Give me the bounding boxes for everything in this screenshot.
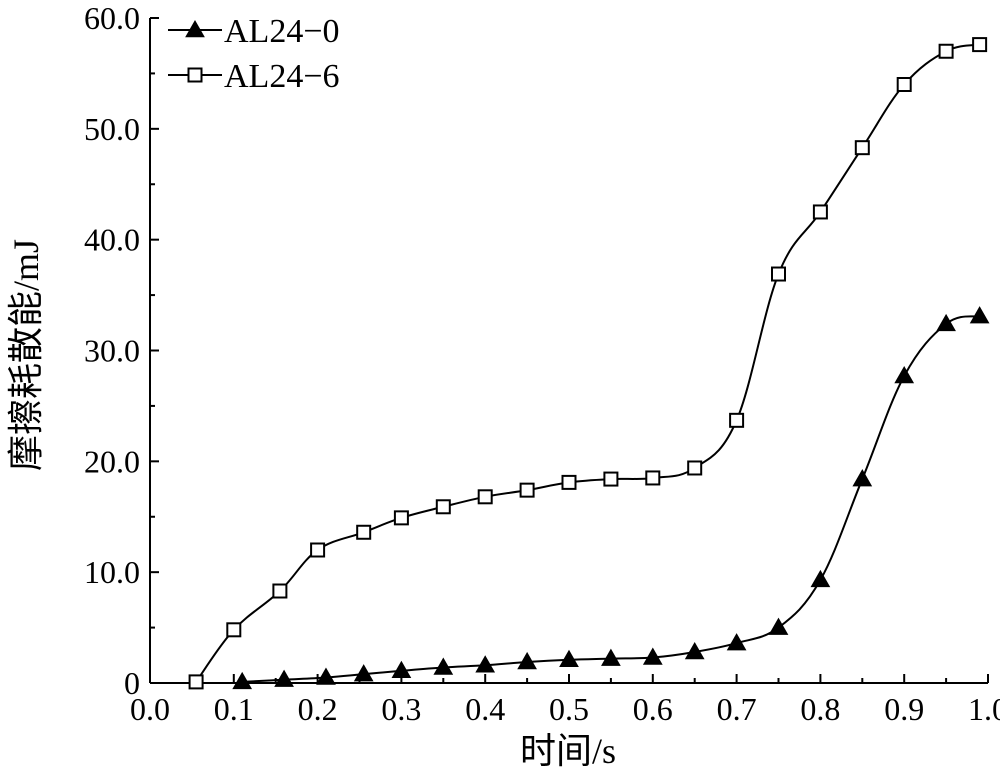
x-tick-label: 0.7 bbox=[717, 691, 757, 727]
series-2 bbox=[188, 37, 988, 690]
data-point bbox=[433, 657, 454, 675]
data-point bbox=[768, 617, 789, 635]
axes: 0.0 0.1 0.2 0.3 0.4 0.5 0.6 0.7 0.8 0.9 1.0 0 10.0 20… bbox=[84, 0, 1000, 727]
x-tick-label: 0.6 bbox=[633, 691, 673, 727]
data-point bbox=[559, 649, 579, 667]
data-point bbox=[517, 651, 537, 670]
data-point bbox=[936, 313, 956, 332]
data-point bbox=[810, 569, 831, 588]
data-point bbox=[272, 583, 288, 599]
data-point bbox=[894, 365, 915, 384]
data-point bbox=[729, 412, 745, 428]
legend-marker bbox=[185, 19, 205, 38]
legend-label: AL24−0 bbox=[224, 13, 340, 50]
data-point bbox=[477, 489, 493, 505]
data-point bbox=[938, 43, 954, 59]
x-axis-title: 时间/s bbox=[520, 731, 616, 771]
x-tick-label: 0.8 bbox=[800, 691, 840, 727]
data-point bbox=[854, 140, 870, 156]
x-tick-label: 0.3 bbox=[381, 691, 421, 727]
x-tick-label: 0.0 bbox=[130, 691, 170, 727]
y-tick-label: 40.0 bbox=[84, 222, 140, 258]
data-point bbox=[475, 655, 496, 673]
y-tick-label: 10.0 bbox=[84, 554, 140, 590]
data-point bbox=[561, 474, 577, 490]
data-point bbox=[603, 471, 619, 487]
data-point bbox=[642, 647, 663, 665]
data-point bbox=[435, 499, 451, 515]
y-tick-label: 0 bbox=[124, 665, 140, 701]
data-point bbox=[896, 77, 912, 92]
legend: AL24−0 AL24−6 bbox=[168, 13, 340, 95]
y-axis-title: 摩擦耗散能/mJ bbox=[6, 239, 46, 471]
data-point bbox=[645, 470, 661, 486]
y-tick-label: 50.0 bbox=[84, 111, 140, 147]
series-1 bbox=[232, 306, 990, 690]
data-point bbox=[601, 648, 621, 666]
data-point bbox=[972, 37, 988, 53]
data-point bbox=[687, 460, 703, 476]
data-point bbox=[684, 641, 705, 660]
legend-label: AL24−6 bbox=[224, 58, 340, 95]
series-layer bbox=[188, 37, 990, 690]
x-tick-label: 0.4 bbox=[465, 691, 505, 727]
data-point bbox=[232, 671, 253, 690]
y-tick-label: 30.0 bbox=[84, 333, 140, 369]
legend-entry: AL24−0 bbox=[168, 13, 340, 50]
data-point bbox=[353, 664, 374, 682]
y-tick-label: 20.0 bbox=[84, 443, 140, 479]
data-point bbox=[226, 622, 242, 638]
x-tick-label: 0.5 bbox=[549, 691, 589, 727]
data-point bbox=[969, 306, 990, 324]
legend-entry: AL24−6 bbox=[168, 58, 340, 95]
data-point bbox=[812, 204, 828, 220]
data-point bbox=[274, 669, 294, 687]
legend-marker bbox=[187, 67, 203, 83]
data-point bbox=[852, 469, 873, 487]
x-tick-label: 0.9 bbox=[884, 691, 924, 727]
x-tick-label: 1.0 bbox=[968, 691, 1000, 727]
y-tick-label: 60.0 bbox=[84, 0, 140, 36]
data-point bbox=[310, 542, 326, 558]
x-tick-label: 0.1 bbox=[214, 691, 254, 727]
data-point bbox=[188, 674, 204, 690]
data-point bbox=[726, 633, 747, 651]
data-point bbox=[391, 660, 412, 679]
data-point bbox=[356, 524, 372, 540]
x-tick-label: 0.2 bbox=[298, 691, 338, 727]
data-point bbox=[519, 482, 535, 498]
data-point bbox=[393, 510, 409, 526]
data-point bbox=[771, 266, 786, 282]
data-point bbox=[316, 667, 336, 685]
